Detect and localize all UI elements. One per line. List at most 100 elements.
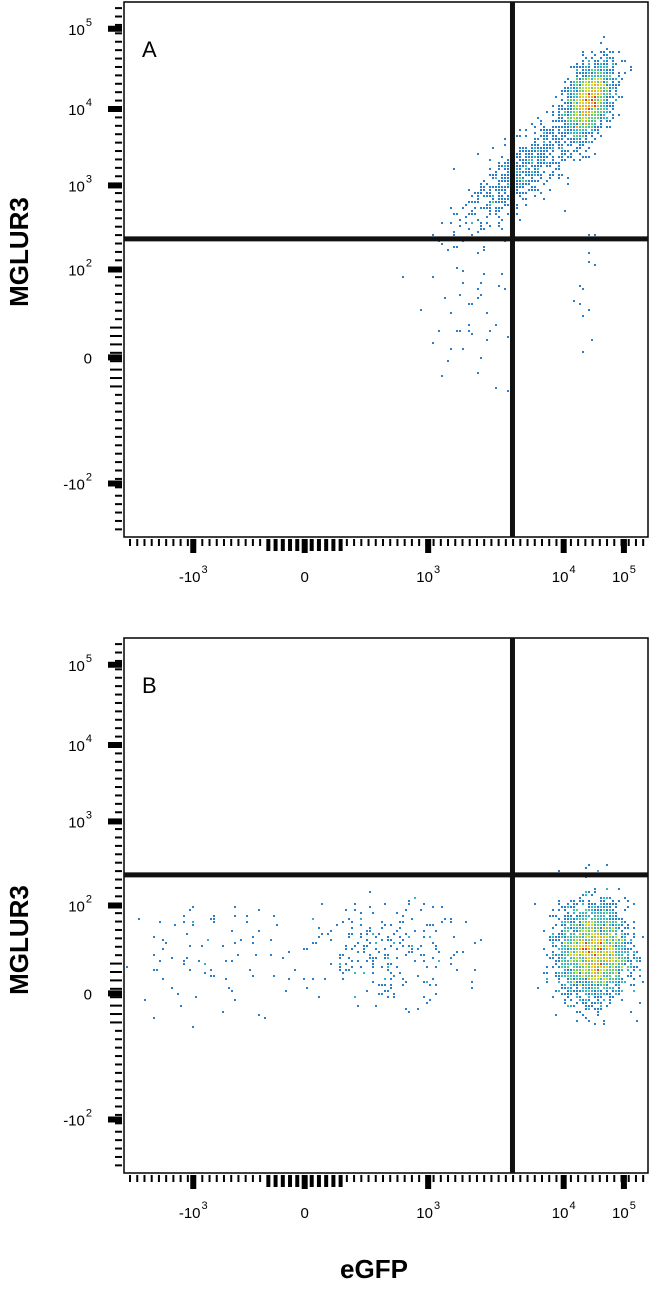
event-dot bbox=[567, 156, 569, 158]
event-dot bbox=[453, 234, 455, 236]
event-dot bbox=[360, 912, 362, 914]
x-minor-tick bbox=[634, 539, 637, 546]
event-dot bbox=[609, 87, 611, 89]
event-dot bbox=[606, 987, 608, 989]
x-minor-tick bbox=[136, 539, 139, 546]
event-dot bbox=[624, 933, 626, 935]
event-dot bbox=[486, 195, 488, 197]
event-dot bbox=[603, 903, 605, 905]
event-dot bbox=[570, 90, 572, 92]
event-dot bbox=[618, 945, 620, 947]
event-dot bbox=[582, 951, 584, 953]
event-dot bbox=[408, 945, 410, 947]
event-dot bbox=[555, 972, 557, 974]
event-dot bbox=[576, 108, 578, 110]
event-dot bbox=[588, 1005, 590, 1007]
event-dot bbox=[582, 963, 584, 965]
event-dot bbox=[564, 111, 566, 113]
event-dot bbox=[486, 339, 488, 341]
y-tick-label: 105 bbox=[68, 653, 92, 675]
event-dot bbox=[630, 966, 632, 968]
event-dot bbox=[576, 975, 578, 977]
event-dot bbox=[618, 888, 620, 890]
event-dot bbox=[489, 207, 491, 209]
event-dot bbox=[414, 960, 416, 962]
event-dot bbox=[408, 936, 410, 938]
population-3 bbox=[126, 903, 323, 1028]
event-dot bbox=[582, 108, 584, 110]
event-dot bbox=[555, 954, 557, 956]
event-dot bbox=[570, 927, 572, 929]
event-dot bbox=[561, 993, 563, 995]
event-dot bbox=[540, 120, 542, 122]
event-dot bbox=[585, 954, 587, 956]
event-dot bbox=[534, 903, 536, 905]
event-dot bbox=[576, 93, 578, 95]
event-dot bbox=[585, 84, 587, 86]
event-dot bbox=[597, 933, 599, 935]
event-dot bbox=[600, 993, 602, 995]
event-dot bbox=[345, 963, 347, 965]
event-dot bbox=[372, 972, 374, 974]
event-dot bbox=[516, 168, 518, 170]
event-dot bbox=[606, 96, 608, 98]
x-minor-tick bbox=[533, 1175, 536, 1182]
event-dot bbox=[351, 927, 353, 929]
event-dot bbox=[570, 960, 572, 962]
event-dot bbox=[597, 72, 599, 74]
event-dot bbox=[579, 900, 581, 902]
event-dot bbox=[318, 996, 320, 998]
event-dot bbox=[522, 171, 524, 173]
event-dot bbox=[612, 960, 614, 962]
y-minor-tick bbox=[115, 693, 122, 696]
event-dot bbox=[474, 942, 476, 944]
event-dot bbox=[582, 999, 584, 1001]
event-dot bbox=[516, 162, 518, 164]
event-dot bbox=[615, 921, 617, 923]
event-dot bbox=[585, 930, 587, 932]
x-minor-tick bbox=[367, 1175, 370, 1182]
event-dot bbox=[597, 939, 599, 941]
event-dot bbox=[558, 117, 560, 119]
event-dot bbox=[183, 921, 185, 923]
event-dot bbox=[561, 987, 563, 989]
event-dot bbox=[312, 918, 314, 920]
event-dot bbox=[603, 948, 605, 950]
event-dot bbox=[153, 969, 155, 971]
event-dot bbox=[462, 207, 464, 209]
event-dot bbox=[588, 69, 590, 71]
event-dot bbox=[582, 93, 584, 95]
event-dot bbox=[633, 954, 635, 956]
event-dot bbox=[606, 978, 608, 980]
event-dot bbox=[552, 174, 554, 176]
event-dot bbox=[576, 126, 578, 128]
event-dot bbox=[582, 78, 584, 80]
x-minor-tick bbox=[381, 1175, 384, 1182]
event-dot bbox=[567, 102, 569, 104]
event-dot bbox=[477, 195, 479, 197]
event-dot bbox=[408, 900, 410, 902]
event-dot bbox=[564, 957, 566, 959]
x-minor-tick bbox=[584, 539, 587, 546]
x-minor-tick bbox=[194, 539, 197, 546]
event-dot bbox=[495, 171, 497, 173]
event-dot bbox=[423, 936, 425, 938]
event-dot bbox=[471, 333, 473, 335]
event-dot bbox=[585, 978, 587, 980]
event-dot bbox=[576, 117, 578, 119]
event-dot bbox=[603, 939, 605, 941]
event-dot bbox=[558, 162, 560, 164]
y-minor-tick bbox=[115, 1080, 122, 1083]
event-dot bbox=[603, 978, 605, 980]
event-dot bbox=[597, 129, 599, 131]
event-dot bbox=[639, 1002, 641, 1004]
event-dot bbox=[627, 927, 629, 929]
event-dot bbox=[492, 177, 494, 179]
event-dot bbox=[588, 972, 590, 974]
event-dot bbox=[570, 108, 572, 110]
event-dot bbox=[225, 960, 227, 962]
x-minor-tick bbox=[410, 1175, 413, 1182]
event-dot bbox=[609, 948, 611, 950]
event-dot bbox=[609, 939, 611, 941]
event-dot bbox=[576, 102, 578, 104]
